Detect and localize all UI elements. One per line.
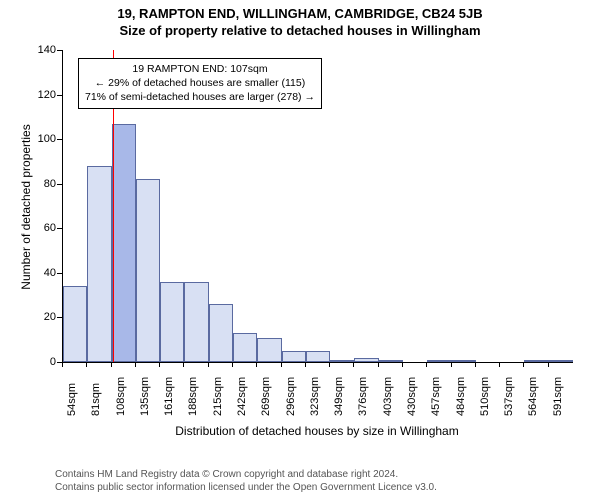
x-tick-label: 108sqm bbox=[115, 377, 127, 416]
x-tick-mark bbox=[281, 362, 282, 367]
x-tick-mark bbox=[548, 362, 549, 367]
x-tick-mark bbox=[111, 362, 112, 367]
footer-line1: Contains HM Land Registry data © Crown c… bbox=[55, 468, 437, 481]
x-tick-mark bbox=[159, 362, 160, 367]
x-tick-mark bbox=[208, 362, 209, 367]
x-tick-mark bbox=[135, 362, 136, 367]
x-tick-label: 81sqm bbox=[90, 383, 102, 416]
info-line-smaller: ← 29% of detached houses are smaller (11… bbox=[85, 76, 315, 90]
histogram-bar bbox=[136, 179, 160, 362]
histogram-bar bbox=[549, 360, 573, 362]
histogram-bar bbox=[257, 338, 281, 363]
page-title-line1: 19, RAMPTON END, WILLINGHAM, CAMBRIDGE, … bbox=[0, 0, 600, 23]
x-tick-label: 591sqm bbox=[552, 377, 564, 416]
histogram-bar bbox=[184, 282, 208, 362]
page-title-line2: Size of property relative to detached ho… bbox=[0, 23, 600, 40]
histogram-bar bbox=[209, 304, 233, 362]
histogram-bar bbox=[282, 351, 306, 362]
histogram-bar bbox=[233, 333, 257, 362]
y-tick-label: 140 bbox=[0, 44, 56, 56]
footer-attribution: Contains HM Land Registry data © Crown c… bbox=[55, 468, 437, 494]
histogram-bar bbox=[160, 282, 184, 362]
x-tick-label: 242sqm bbox=[236, 377, 248, 416]
histogram-bar bbox=[112, 124, 136, 362]
histogram-bar bbox=[379, 360, 403, 362]
x-tick-mark bbox=[475, 362, 476, 367]
x-tick-mark bbox=[329, 362, 330, 367]
y-tick-label: 60 bbox=[0, 222, 56, 234]
x-tick-mark bbox=[305, 362, 306, 367]
x-tick-mark bbox=[426, 362, 427, 367]
y-tick-label: 20 bbox=[0, 311, 56, 323]
x-tick-mark bbox=[183, 362, 184, 367]
chart-container: 19, RAMPTON END, WILLINGHAM, CAMBRIDGE, … bbox=[0, 0, 600, 500]
x-tick-label: 135sqm bbox=[139, 377, 151, 416]
property-info-box: 19 RAMPTON END: 107sqm ← 29% of detached… bbox=[78, 58, 322, 109]
histogram-bar bbox=[306, 351, 330, 362]
x-tick-label: 188sqm bbox=[187, 377, 199, 416]
histogram-bar bbox=[87, 166, 111, 362]
footer-line2: Contains public sector information licen… bbox=[55, 481, 437, 494]
x-tick-label: 269sqm bbox=[260, 377, 272, 416]
x-axis-label: Distribution of detached houses by size … bbox=[62, 424, 572, 438]
x-tick-label: 323sqm bbox=[309, 377, 321, 416]
x-tick-mark bbox=[499, 362, 500, 367]
x-tick-label: 564sqm bbox=[527, 377, 539, 416]
x-tick-mark bbox=[402, 362, 403, 367]
y-tick-label: 80 bbox=[0, 178, 56, 190]
x-tick-mark bbox=[451, 362, 452, 367]
x-tick-mark bbox=[378, 362, 379, 367]
histogram-bar bbox=[63, 286, 87, 362]
x-tick-label: 54sqm bbox=[66, 383, 78, 416]
histogram-bar bbox=[354, 358, 378, 362]
x-tick-label: 537sqm bbox=[503, 377, 515, 416]
x-tick-label: 510sqm bbox=[479, 377, 491, 416]
y-tick-label: 0 bbox=[0, 356, 56, 368]
x-tick-label: 376sqm bbox=[357, 377, 369, 416]
x-tick-mark bbox=[62, 362, 63, 367]
x-tick-label: 403sqm bbox=[382, 377, 394, 416]
y-tick-label: 100 bbox=[0, 133, 56, 145]
x-tick-mark bbox=[523, 362, 524, 367]
y-tick-label: 40 bbox=[0, 267, 56, 279]
y-tick-label: 120 bbox=[0, 89, 56, 101]
x-tick-mark bbox=[232, 362, 233, 367]
histogram-bar bbox=[452, 360, 476, 362]
x-tick-label: 161sqm bbox=[163, 377, 175, 416]
x-tick-mark bbox=[256, 362, 257, 367]
x-tick-label: 430sqm bbox=[406, 377, 418, 416]
histogram-bar bbox=[330, 360, 354, 362]
histogram-bar bbox=[524, 360, 548, 362]
x-tick-label: 349sqm bbox=[333, 377, 345, 416]
x-tick-mark bbox=[353, 362, 354, 367]
x-tick-mark bbox=[86, 362, 87, 367]
x-tick-label: 215sqm bbox=[212, 377, 224, 416]
info-line-property: 19 RAMPTON END: 107sqm bbox=[85, 62, 315, 76]
x-tick-label: 484sqm bbox=[455, 377, 467, 416]
info-line-larger: 71% of semi-detached houses are larger (… bbox=[85, 90, 315, 104]
x-tick-label: 457sqm bbox=[430, 377, 442, 416]
histogram-bar bbox=[427, 360, 451, 362]
x-tick-label: 296sqm bbox=[285, 377, 297, 416]
